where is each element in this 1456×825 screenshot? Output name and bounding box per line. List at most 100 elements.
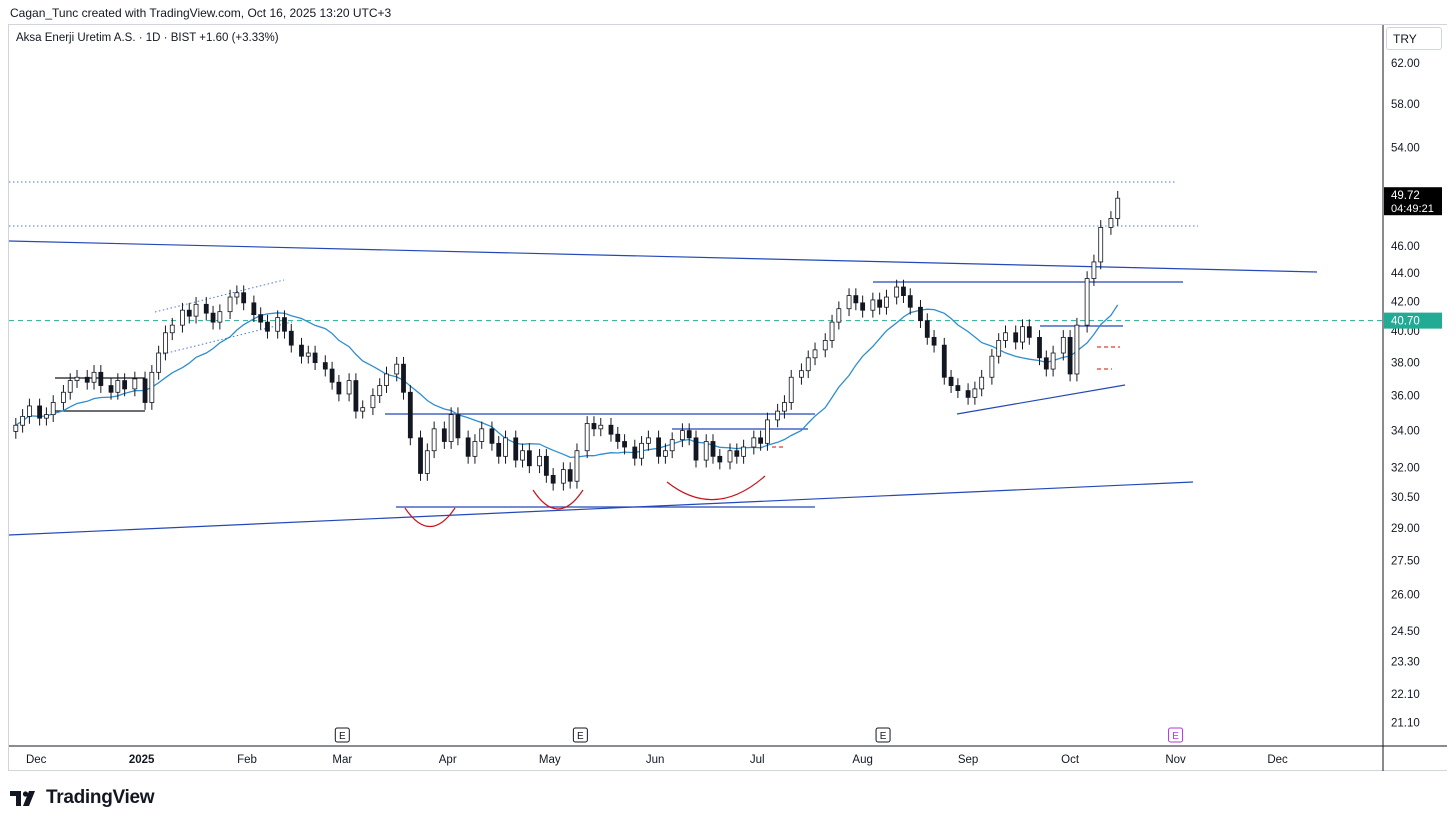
- symbol-legend[interactable]: Aksa Enerji Uretim A.S. · 1D · BIST +1.6…: [16, 32, 279, 44]
- x-tick-label: Feb: [237, 754, 257, 766]
- brand-name: TradingView: [46, 787, 155, 808]
- chart-pane[interactable]: [8, 24, 1447, 771]
- candle-body: [526, 450, 532, 467]
- y-tick-label: 58.00: [1391, 99, 1420, 111]
- candle-body: [418, 437, 423, 474]
- candle-body: [472, 441, 478, 457]
- candle-body: [860, 302, 866, 311]
- candle-body: [877, 299, 883, 308]
- currency-label: TRY: [1393, 32, 1417, 46]
- candle-body: [543, 455, 549, 476]
- candle-body: [513, 437, 519, 461]
- x-tick-label: Jun: [646, 754, 665, 766]
- candle-body: [931, 336, 937, 346]
- candle-body: [765, 419, 770, 444]
- candle-body: [336, 381, 342, 395]
- candle-body: [591, 423, 597, 430]
- candle-body: [741, 446, 747, 457]
- candle-body: [1060, 336, 1066, 354]
- candle-body: [322, 362, 328, 370]
- candle-body: [836, 308, 842, 323]
- moving-average-line: [15, 304, 1119, 459]
- candle-body: [20, 415, 26, 426]
- candle-body: [163, 332, 168, 354]
- candle-body: [758, 437, 764, 444]
- candle-body: [142, 378, 148, 403]
- candle-body: [948, 376, 954, 386]
- candle-body: [265, 321, 270, 332]
- candle-body: [384, 373, 389, 386]
- candle-body: [1050, 352, 1056, 370]
- candle-body: [853, 295, 859, 304]
- candle-body: [377, 385, 383, 397]
- x-tick-label: Dec: [26, 754, 47, 766]
- candle-body: [203, 303, 209, 314]
- symbol-timeframe: 1D: [145, 32, 161, 44]
- candle-body: [727, 450, 733, 463]
- x-tick-label: 2025: [129, 754, 155, 766]
- candle-body: [251, 302, 257, 316]
- candle-body: [503, 437, 508, 457]
- rounding-bottom-arc: [532, 489, 584, 510]
- candle-body: [1091, 261, 1097, 279]
- candle-body: [149, 371, 155, 403]
- candle-body: [13, 424, 19, 432]
- currency-selector[interactable]: TRY: [1386, 27, 1442, 50]
- candle-body: [299, 344, 304, 357]
- candle-body: [608, 424, 614, 435]
- candle-body: [1115, 197, 1121, 219]
- earnings-marker: [1168, 727, 1184, 743]
- candle-body: [941, 344, 947, 378]
- symbol-separator-2: ·: [163, 32, 168, 44]
- candle-body: [1098, 227, 1104, 263]
- x-tick-label: May: [539, 754, 561, 766]
- candle-body: [550, 474, 556, 484]
- candle-body: [955, 385, 961, 391]
- candle-body: [282, 317, 287, 332]
- y-tick-label: 36.00: [1391, 391, 1420, 403]
- candle-body: [489, 428, 495, 444]
- candle-body: [1067, 336, 1073, 375]
- tradingview-logo[interactable]: TradingView: [10, 787, 155, 809]
- candle-body: [353, 380, 359, 412]
- candle-body: [1020, 326, 1025, 343]
- candle-body: [520, 450, 525, 461]
- x-tick-label: Sep: [958, 754, 978, 766]
- candle-body: [996, 340, 1002, 357]
- candle-body: [210, 312, 216, 323]
- candle-body: [441, 428, 447, 442]
- rounding-bottom-arc: [404, 507, 456, 527]
- y-tick-label: 27.50: [1391, 555, 1420, 567]
- candle-body: [360, 407, 366, 412]
- candle-body: [156, 352, 162, 373]
- candle-body: [870, 299, 876, 311]
- countdown-label: 04:49:21: [1391, 203, 1434, 215]
- candle-body: [180, 309, 185, 326]
- rising-support-line: [956, 384, 1126, 415]
- symbol-change: +1.60 (+3.33%): [199, 32, 279, 44]
- earnings-marker: [572, 727, 588, 743]
- earnings-marker: [875, 727, 891, 743]
- candle-body: [1026, 326, 1032, 338]
- candle-body: [632, 446, 638, 459]
- last-price-badge: [1384, 187, 1442, 216]
- y-tick-label: 38.00: [1391, 358, 1420, 370]
- candle-body: [669, 439, 675, 452]
- y-tick-label: 44.00: [1391, 268, 1420, 280]
- candle-body: [407, 391, 413, 439]
- candle-body: [258, 314, 264, 323]
- candle-body: [734, 450, 740, 457]
- candle-body: [972, 388, 978, 398]
- candle-body: [679, 430, 685, 441]
- y-tick-label: 46.00: [1391, 241, 1420, 253]
- candle-body: [829, 321, 835, 341]
- candle-body: [1084, 278, 1090, 326]
- candle-body: [465, 437, 471, 457]
- candle-body: [122, 380, 128, 390]
- candle-body: [275, 317, 281, 332]
- y-tick-label: 22.10: [1391, 689, 1420, 701]
- candle-body: [693, 437, 699, 461]
- tradingview-logo-icon: [10, 790, 35, 806]
- candle-body: [61, 391, 66, 403]
